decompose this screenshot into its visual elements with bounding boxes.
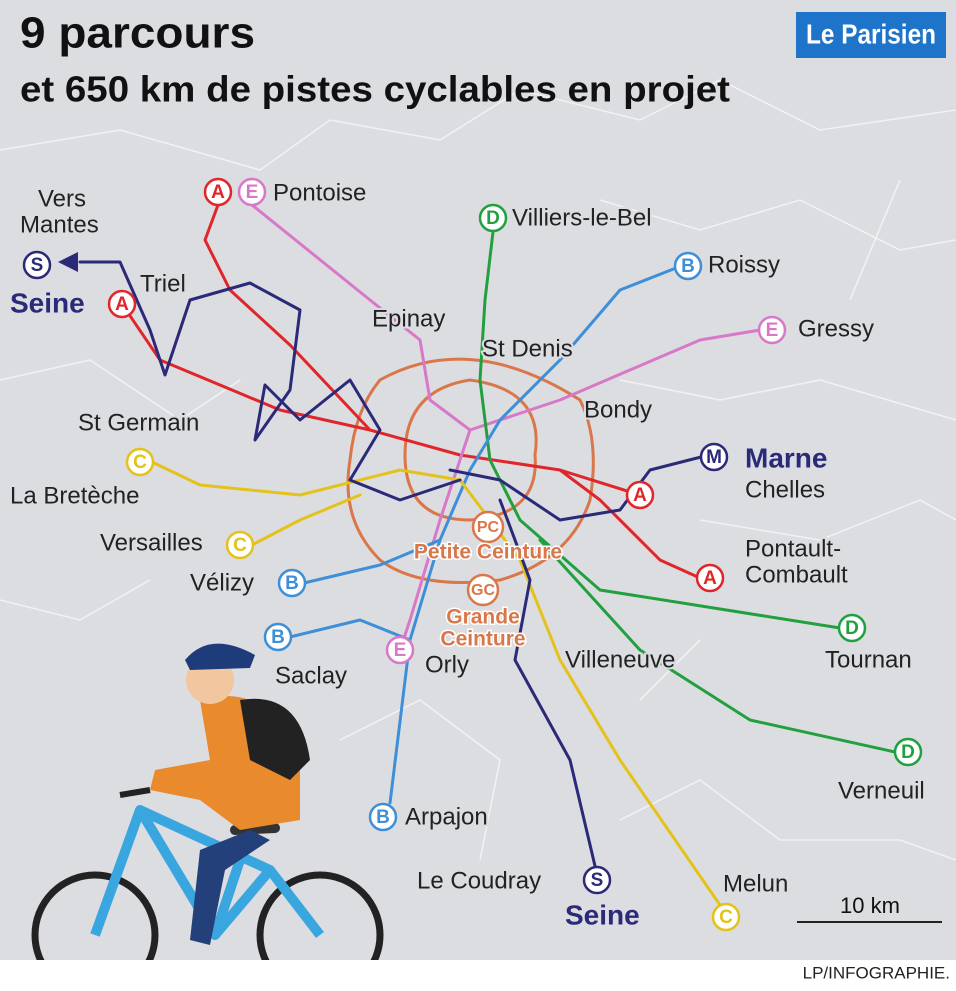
badge (263, 622, 293, 652)
logo-box (796, 12, 946, 58)
place-label: Epinay (372, 305, 445, 332)
badge (699, 442, 729, 472)
route-e (250, 203, 762, 652)
badge-letter: A (211, 182, 225, 203)
ceinture-label: Grande (446, 606, 520, 629)
place-label: Verneuil (838, 777, 925, 804)
badge (368, 802, 398, 832)
ceinture-badge-text: GC (471, 582, 495, 599)
title: 9 parcours (20, 9, 255, 58)
badge (695, 563, 725, 593)
badge-letter: M (706, 447, 722, 468)
place-label: Villeneuve (565, 646, 675, 673)
place-label: Chelles (745, 476, 825, 503)
badge (237, 177, 267, 207)
badge-letter: A (115, 294, 129, 315)
ceinture-label: Ceinture (440, 628, 525, 651)
place-label: Pontoise (273, 179, 366, 206)
badge-letter: B (285, 573, 299, 594)
scale-label: 10 km (840, 893, 900, 918)
route-b (288, 266, 678, 805)
place-label: Roissy (708, 251, 780, 278)
place-label: Vélizy (190, 569, 254, 596)
subtitle: et 650 km de pistes cyclables en projet (20, 69, 730, 110)
place-label: Tournan (825, 646, 912, 673)
place-label: Le Coudray (417, 867, 541, 894)
badge-letter: D (845, 618, 859, 639)
badge-letter: A (633, 485, 647, 506)
badge (22, 250, 52, 280)
badge (125, 447, 155, 477)
badge-letter: D (901, 742, 915, 763)
routes (58, 203, 897, 907)
badge-letter: B (681, 256, 695, 277)
badge (893, 737, 923, 767)
badge (478, 203, 508, 233)
place-label: Triel (140, 270, 186, 297)
place-label: Marne (745, 442, 827, 473)
place-label: Saclay (275, 662, 347, 689)
badge (711, 902, 741, 932)
place-label: Gressy (798, 315, 874, 342)
badge-letter: B (376, 807, 390, 828)
badge (757, 315, 787, 345)
place-label: Mantes (20, 211, 99, 238)
arrow (58, 252, 78, 272)
badge (625, 480, 655, 510)
badge-letter: A (703, 568, 717, 589)
districts (0, 79, 956, 861)
credit: LP/INFOGRAPHIE. (803, 963, 950, 982)
badge (225, 530, 255, 560)
badge-letter: B (271, 627, 285, 648)
place-label: Orly (425, 651, 469, 678)
place-label: Seine (565, 899, 640, 930)
place-label: Seine (10, 287, 85, 318)
badge-letter: S (31, 255, 44, 276)
place-label: Pontault- (745, 535, 841, 562)
ceinture-badge (466, 573, 500, 607)
badge (277, 568, 307, 598)
place-label: Villiers-le-Bel (512, 204, 652, 231)
cyclist (31, 643, 384, 991)
badge (582, 865, 612, 895)
badge-letter: S (591, 870, 604, 891)
place-label: Vers (38, 185, 86, 212)
badge (673, 251, 703, 281)
badge-letter: E (246, 182, 259, 203)
badge (385, 635, 415, 665)
badge-letter: E (766, 320, 779, 341)
badge (107, 289, 137, 319)
place-label: Bondy (584, 396, 652, 423)
place-label: Arpajon (405, 803, 488, 830)
ceinture-badge-text: PC (477, 519, 500, 536)
route-m-s (78, 260, 703, 868)
route-d (478, 230, 897, 754)
place-label: Melun (723, 870, 788, 897)
place-label: La Bretèche (10, 482, 139, 509)
badge-letter: C (133, 452, 147, 473)
place-label: St Germain (78, 409, 199, 436)
footer (0, 960, 956, 991)
logo: Le Parisien (806, 18, 936, 49)
badge (837, 613, 867, 643)
ceinture-badge (471, 510, 505, 544)
badge-letter: C (719, 907, 733, 928)
badge-letter: E (394, 640, 407, 661)
petite-ceinture-route (403, 378, 538, 522)
badge (203, 177, 233, 207)
badge-letter: D (486, 208, 500, 229)
place-label: Combault (745, 561, 848, 588)
place-label: Versailles (100, 529, 203, 556)
ceinture-label: Petite Ceinture (414, 541, 562, 564)
grande-ceinture-route (346, 357, 595, 584)
place-label: St Denis (482, 335, 573, 362)
badge-letter: C (233, 535, 247, 556)
